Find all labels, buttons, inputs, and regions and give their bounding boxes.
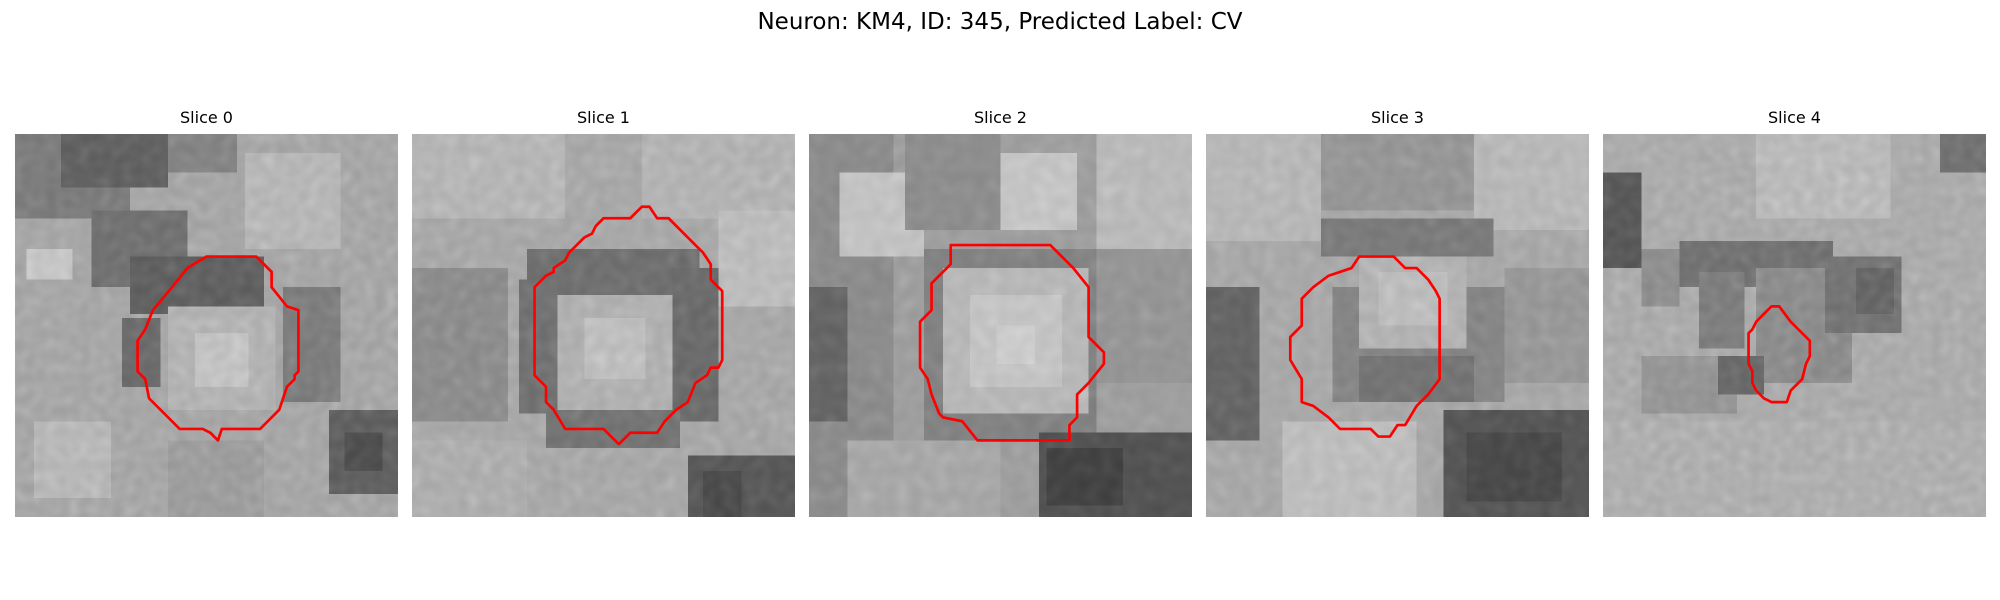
slice-image bbox=[412, 134, 795, 517]
slice-panel: Slice 0 bbox=[15, 108, 398, 517]
contour-outline bbox=[136, 255, 300, 442]
slice-panel: Slice 2 bbox=[809, 108, 1192, 517]
contour-outline bbox=[918, 243, 1106, 442]
contour-outline bbox=[1288, 255, 1441, 438]
slice-title: Slice 0 bbox=[180, 108, 233, 127]
slice-title: Slice 2 bbox=[974, 108, 1027, 127]
slice-panel: Slice 4 bbox=[1603, 108, 1986, 517]
slice-title: Slice 4 bbox=[1768, 108, 1821, 127]
contour-outline bbox=[1747, 305, 1812, 404]
slice-image bbox=[1603, 134, 1986, 517]
slice-title: Slice 1 bbox=[577, 108, 630, 127]
slice-image bbox=[1206, 134, 1589, 517]
slice-image bbox=[809, 134, 1192, 517]
contour-outline bbox=[533, 205, 724, 446]
slice-title: Slice 3 bbox=[1371, 108, 1424, 127]
slice-image bbox=[15, 134, 398, 517]
figure-title: Neuron: KM4, ID: 345, Predicted Label: C… bbox=[757, 9, 1243, 35]
slice-panel: Slice 1 bbox=[412, 108, 795, 517]
slice-panel: Slice 3 bbox=[1206, 108, 1589, 517]
